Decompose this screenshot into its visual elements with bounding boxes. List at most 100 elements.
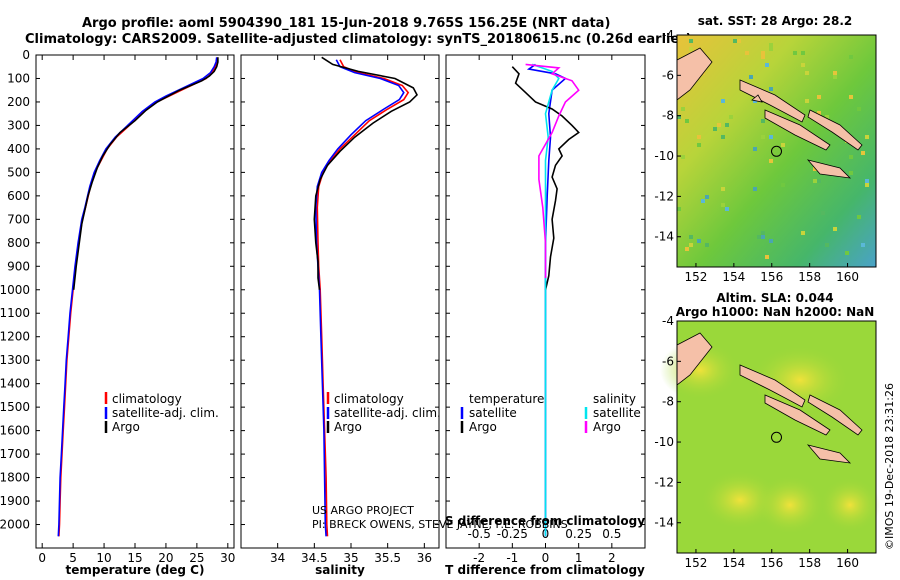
map-x-tick-label: 152 bbox=[684, 270, 707, 284]
depth-tick-label: 800 bbox=[7, 236, 30, 250]
x-tick-label: 35 bbox=[343, 551, 358, 565]
depth-tick-label: 700 bbox=[7, 212, 30, 226]
sst-pixel bbox=[685, 247, 689, 251]
depth-tick-label: 600 bbox=[7, 189, 30, 203]
sst-pixel bbox=[681, 155, 685, 159]
depth-tick-label: 2000 bbox=[0, 518, 30, 532]
sla-map bbox=[660, 320, 880, 554]
x-tick-label: 0 bbox=[542, 551, 550, 565]
x-tick-label: 1 bbox=[575, 551, 583, 565]
sst-pixel bbox=[689, 47, 693, 51]
sst-pixel bbox=[805, 71, 809, 75]
sst-pixel bbox=[749, 75, 753, 79]
sst-pixel bbox=[801, 51, 805, 55]
sst-pixel bbox=[721, 203, 725, 207]
sst-pixel bbox=[761, 135, 765, 139]
island-choiseul bbox=[739, 364, 806, 408]
sst-pixel bbox=[769, 135, 773, 139]
x-tick-label: 36 bbox=[417, 551, 432, 565]
depth-tick-label: 500 bbox=[7, 165, 30, 179]
depth-tick-label: 400 bbox=[7, 142, 30, 156]
sst-pixel bbox=[769, 159, 773, 163]
map-y-tick-label: -10 bbox=[654, 149, 674, 163]
sst-pixel bbox=[769, 47, 773, 51]
map-y-tick-label: -4 bbox=[662, 314, 674, 328]
s-difference-xlabel: S difference from climatology bbox=[445, 514, 645, 528]
sst-pixel bbox=[725, 207, 729, 211]
map-x-tick-label: 160 bbox=[836, 556, 859, 570]
sst-pixel bbox=[697, 239, 701, 243]
depth-tick-label: 900 bbox=[7, 259, 30, 273]
island-small bbox=[751, 94, 763, 103]
difference-chart: -2 -1 0 1 2-0.5 -0.25 0 0.25 0.5 bbox=[446, 54, 645, 565]
depth-tick-label: 100 bbox=[7, 71, 30, 85]
sst-map-field bbox=[677, 35, 876, 267]
figure-title-line2: Climatology: CARS2009. Satellite-adjuste… bbox=[25, 32, 692, 47]
depth-tick-label: 1400 bbox=[0, 377, 30, 391]
island-santa-isabel bbox=[764, 394, 831, 436]
pi-label: PI: BRECK OWENS, STEVE JAYNE, P.E. ROBBI… bbox=[312, 518, 568, 531]
sst-pixel bbox=[849, 155, 853, 159]
series-line-satellite-adj-clim- bbox=[314, 59, 405, 537]
profile-location-marker bbox=[771, 431, 782, 443]
sst-pixel bbox=[753, 187, 757, 191]
sst-pixel bbox=[761, 231, 765, 235]
sst-pixel bbox=[769, 87, 773, 91]
map-y-tick-label: -4 bbox=[662, 28, 674, 42]
series-line-argo bbox=[525, 63, 580, 278]
series-line-climatology bbox=[58, 57, 219, 537]
sst-pixel bbox=[849, 171, 853, 175]
sst-pixel bbox=[849, 55, 853, 59]
sst-pixel bbox=[813, 179, 817, 183]
map-x-tick-label: 154 bbox=[722, 556, 745, 570]
figure-title-line1: Argo profile: aoml 5904390_181 15-Jun-20… bbox=[82, 16, 610, 31]
depth-tick-label: 1600 bbox=[0, 424, 30, 438]
map-y-tick-label: -6 bbox=[662, 68, 674, 82]
temperature-panel-frame bbox=[35, 54, 235, 549]
map-x-tick-label: 152 bbox=[684, 556, 707, 570]
x-tick-label: 20 bbox=[158, 551, 173, 565]
legend-temperature-title: temperature bbox=[469, 392, 544, 406]
sst-pixel bbox=[729, 115, 733, 119]
sst-pixel bbox=[689, 243, 693, 247]
map-x-tick-label: 154 bbox=[722, 270, 745, 284]
map-y-tick-label: -14 bbox=[654, 516, 674, 530]
sst-pixel bbox=[725, 123, 729, 127]
sst-pixel bbox=[769, 43, 773, 47]
sla-map-axes: 152 154 156 158 160 -4 -6 -8 -10 -12 -14 bbox=[654, 314, 859, 570]
depth-tick-label: 300 bbox=[7, 118, 30, 132]
map-y-tick-label: -12 bbox=[654, 475, 674, 489]
sst-pixel bbox=[705, 195, 709, 199]
x-tick-label: 0 bbox=[38, 551, 46, 565]
depth-axis: 0 100 200 300 400 500 600 700 800 900 1000 1100 1200… bbox=[0, 48, 30, 532]
sst-pixel bbox=[757, 235, 761, 239]
legend-t-satellite-label: satellite bbox=[469, 406, 517, 420]
sst-pixel bbox=[721, 187, 725, 191]
island-guadalcanal bbox=[806, 444, 852, 464]
sst-pixel bbox=[833, 227, 837, 231]
t-difference-xlabel: T difference from climatology bbox=[445, 563, 645, 577]
x-tick-label: 5 bbox=[69, 551, 77, 565]
sst-pixel bbox=[865, 135, 869, 139]
depth-tick-label: 200 bbox=[7, 95, 30, 109]
x-tick-label: -2 bbox=[473, 551, 485, 565]
sst-pixel bbox=[745, 51, 749, 55]
series-line-argo bbox=[511, 66, 580, 290]
x2-tick-label: -0.5 bbox=[467, 527, 490, 541]
sst-pixel bbox=[813, 167, 817, 171]
salinity-chart: 34 34.5 35 35.5 36 bbox=[241, 54, 439, 565]
temperature-legend: climatology satellite-adj. clim. Argo bbox=[104, 392, 219, 434]
x-tick-label: 2 bbox=[608, 551, 616, 565]
sst-pixel bbox=[685, 119, 689, 123]
sst-pixel bbox=[781, 183, 785, 187]
sst-pixel bbox=[825, 243, 829, 247]
profile-location-marker bbox=[771, 145, 782, 157]
sst-pixel bbox=[865, 179, 869, 183]
sst-pixel bbox=[721, 135, 725, 139]
depth-tick-label: 1900 bbox=[0, 494, 30, 508]
sst-pixel bbox=[849, 95, 853, 99]
sst-pixel bbox=[865, 183, 869, 187]
depth-tick-label: 1200 bbox=[0, 330, 30, 344]
x-tick-label: 34 bbox=[270, 551, 285, 565]
